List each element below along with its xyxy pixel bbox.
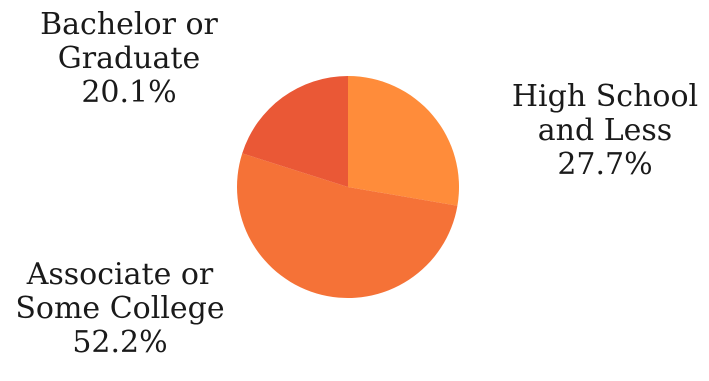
slice-percent: 27.7% bbox=[557, 147, 653, 182]
slice-percent: 52.2% bbox=[72, 325, 168, 360]
slice-name-line: High School bbox=[511, 79, 699, 114]
slice-name-line: Bachelor or bbox=[40, 7, 218, 42]
slice-name-line: Graduate bbox=[57, 41, 201, 76]
slice-label-high-school: High School and Less 27.7% bbox=[498, 80, 709, 182]
slice-name-line: Associate or bbox=[26, 257, 214, 292]
slice-percent: 20.1% bbox=[81, 75, 177, 110]
slice-associate bbox=[237, 153, 458, 298]
slice-label-bachelor: Bachelor or Graduate 20.1% bbox=[22, 8, 236, 110]
slice-label-associate: Associate or Some College 52.2% bbox=[0, 258, 240, 360]
slice-name-line: Some College bbox=[15, 291, 225, 326]
slice-name-line: and Less bbox=[537, 113, 673, 148]
slice-high-school bbox=[348, 76, 460, 206]
slice-bachelor bbox=[242, 76, 348, 187]
